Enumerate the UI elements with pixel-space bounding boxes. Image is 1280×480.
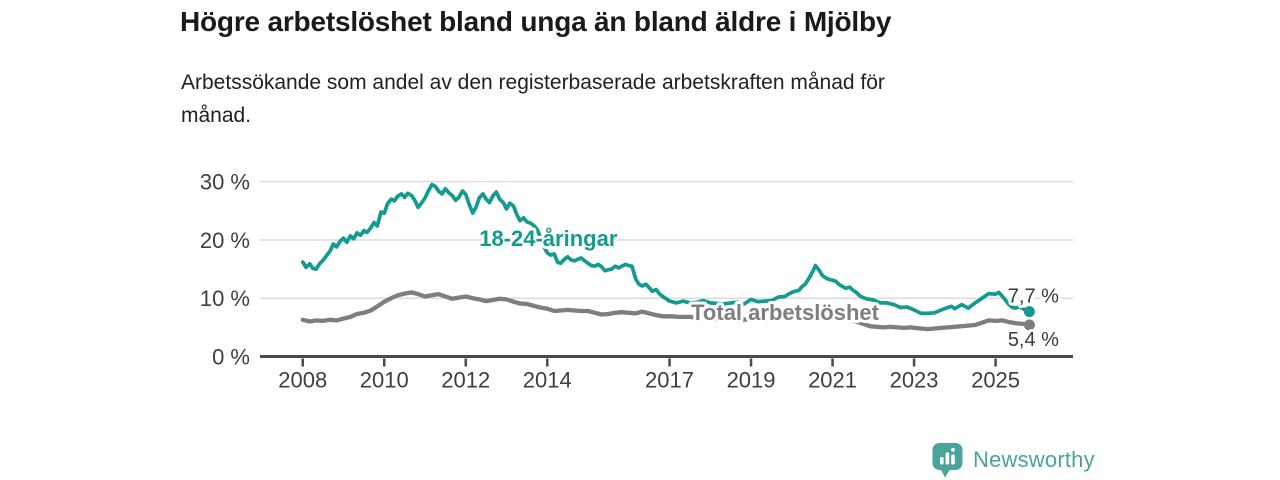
end-dot-youth (1023, 306, 1035, 318)
y-tick-label: 30 % (200, 170, 250, 195)
chart-subtitle: Arbetssökande som andel av den registerb… (181, 66, 1061, 132)
chart-subtitle-line1: Arbetssökande som andel av den registerb… (181, 71, 885, 94)
newsworthy-logo[interactable]: Newsworthy (932, 442, 1095, 478)
x-tick-label: 2023 (890, 368, 939, 393)
series-line-total (300, 290, 1032, 332)
end-value-youth: 7,7 % (1008, 286, 1059, 308)
y-tick-label: 20 % (200, 228, 250, 253)
chart-subtitle-line2: månad. (181, 104, 252, 127)
newsworthy-logo-text: Newsworthy (973, 447, 1095, 472)
chart-title: Högre arbetslöshet bland unga än bland ä… (180, 6, 892, 37)
y-tick-label: 10 % (200, 286, 250, 311)
x-tick-label: 2021 (808, 368, 857, 393)
x-tick-label: 2017 (645, 368, 694, 393)
x-tick-label: 2025 (971, 368, 1020, 393)
y-tick-label: 0 % (212, 345, 250, 370)
series-label-total: Total arbetslöshet (691, 300, 880, 325)
series-line-youth (300, 182, 1032, 316)
x-tick-label: 2008 (278, 368, 327, 393)
x-tick-label: 2010 (360, 368, 409, 393)
series-label-youth: 18-24-åringar (479, 226, 618, 251)
x-tick-label: 2014 (523, 368, 572, 393)
x-tick-label: 2019 (727, 368, 776, 393)
end-value-total: 5,4 % (1008, 329, 1059, 351)
newsworthy-logo-icon (932, 443, 963, 478)
x-tick-label: 2012 (441, 368, 490, 393)
end-dot-total (1023, 319, 1035, 331)
